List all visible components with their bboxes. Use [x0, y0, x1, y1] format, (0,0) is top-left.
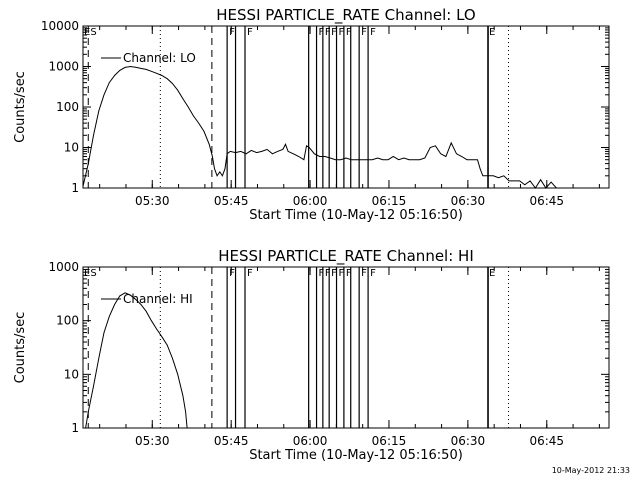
flag-label-hi: F — [361, 268, 367, 279]
flag-label-lo: F — [229, 27, 235, 38]
flag-label-lo: F — [247, 27, 253, 38]
y-tick-label-hi: 1000 — [48, 260, 79, 274]
x-tick-label-hi: 06:30 — [451, 434, 486, 448]
y-tick-label-lo: 100 — [56, 100, 79, 114]
chart-title-lo: HESSI PARTICLE_RATE Channel: LO — [216, 6, 475, 25]
flag-label-hi: F — [331, 268, 337, 279]
plot-timestamp: 10-May-2012 21:33 — [551, 466, 630, 475]
x-tick-label-lo: 06:45 — [529, 194, 564, 208]
flag-label-hi: F — [319, 268, 325, 279]
y-tick-label-lo: 10 — [64, 141, 79, 155]
flag-label-lo: F — [370, 27, 376, 38]
y-tick-label-lo: 10000 — [41, 19, 79, 33]
legend-label-lo: Channel: LO — [123, 51, 196, 65]
flag-label-hi: F — [370, 268, 376, 279]
y-tick-label-lo: 1000 — [48, 60, 79, 74]
flag-label-lo: F — [325, 27, 331, 38]
x-tick-label-lo: 06:30 — [451, 194, 486, 208]
flag-label-hi: F — [229, 268, 235, 279]
x-tick-label-lo: 05:45 — [214, 194, 249, 208]
x-axis-label-lo: Start Time (10-May-12 05:16:50) — [249, 208, 463, 223]
flag-label-lo: F — [339, 27, 345, 38]
marker-label-lo: E — [489, 27, 495, 38]
flag-label-hi: F — [346, 268, 352, 279]
x-tick-label-hi: 05:30 — [135, 434, 170, 448]
y-tick-label-lo: 1 — [71, 181, 79, 195]
y-tick-label-hi: 100 — [56, 314, 79, 328]
series-line-lo — [82, 65, 562, 189]
y-tick-label-hi: 10 — [64, 367, 79, 381]
chart-title-hi: HESSI PARTICLE_RATE Channel: HI — [218, 247, 474, 266]
x-tick-label-lo: 05:30 — [135, 194, 170, 208]
series-line-hi — [85, 292, 188, 429]
flag-label-lo: F — [361, 27, 367, 38]
legend-label-hi: Channel: HI — [123, 292, 193, 306]
x-tick-label-hi: 06:45 — [529, 434, 564, 448]
x-tick-label-hi: 06:00 — [293, 434, 328, 448]
marker-label-hi: ES — [84, 268, 97, 279]
x-tick-label-lo: 06:00 — [293, 194, 328, 208]
x-tick-label-hi: 06:15 — [372, 434, 407, 448]
flag-label-lo: F — [346, 27, 352, 38]
flag-label-hi: F — [247, 268, 253, 279]
y-tick-label-hi: 1 — [71, 421, 79, 435]
x-axis-label-hi: Start Time (10-May-12 05:16:50) — [249, 448, 463, 463]
marker-label-hi: E — [489, 268, 495, 279]
x-tick-label-hi: 05:45 — [214, 434, 249, 448]
x-tick-label-lo: 06:15 — [372, 194, 407, 208]
y-axis-label-lo: Counts/sec — [13, 71, 28, 143]
flag-label-lo: F — [331, 27, 337, 38]
flag-label-hi: F — [325, 268, 331, 279]
plot-frame-hi — [82, 266, 610, 429]
y-axis-label-hi: Counts/sec — [13, 312, 28, 384]
marker-label-lo: ES — [84, 27, 97, 38]
flag-label-lo: F — [319, 27, 325, 38]
flag-label-hi: F — [339, 268, 345, 279]
